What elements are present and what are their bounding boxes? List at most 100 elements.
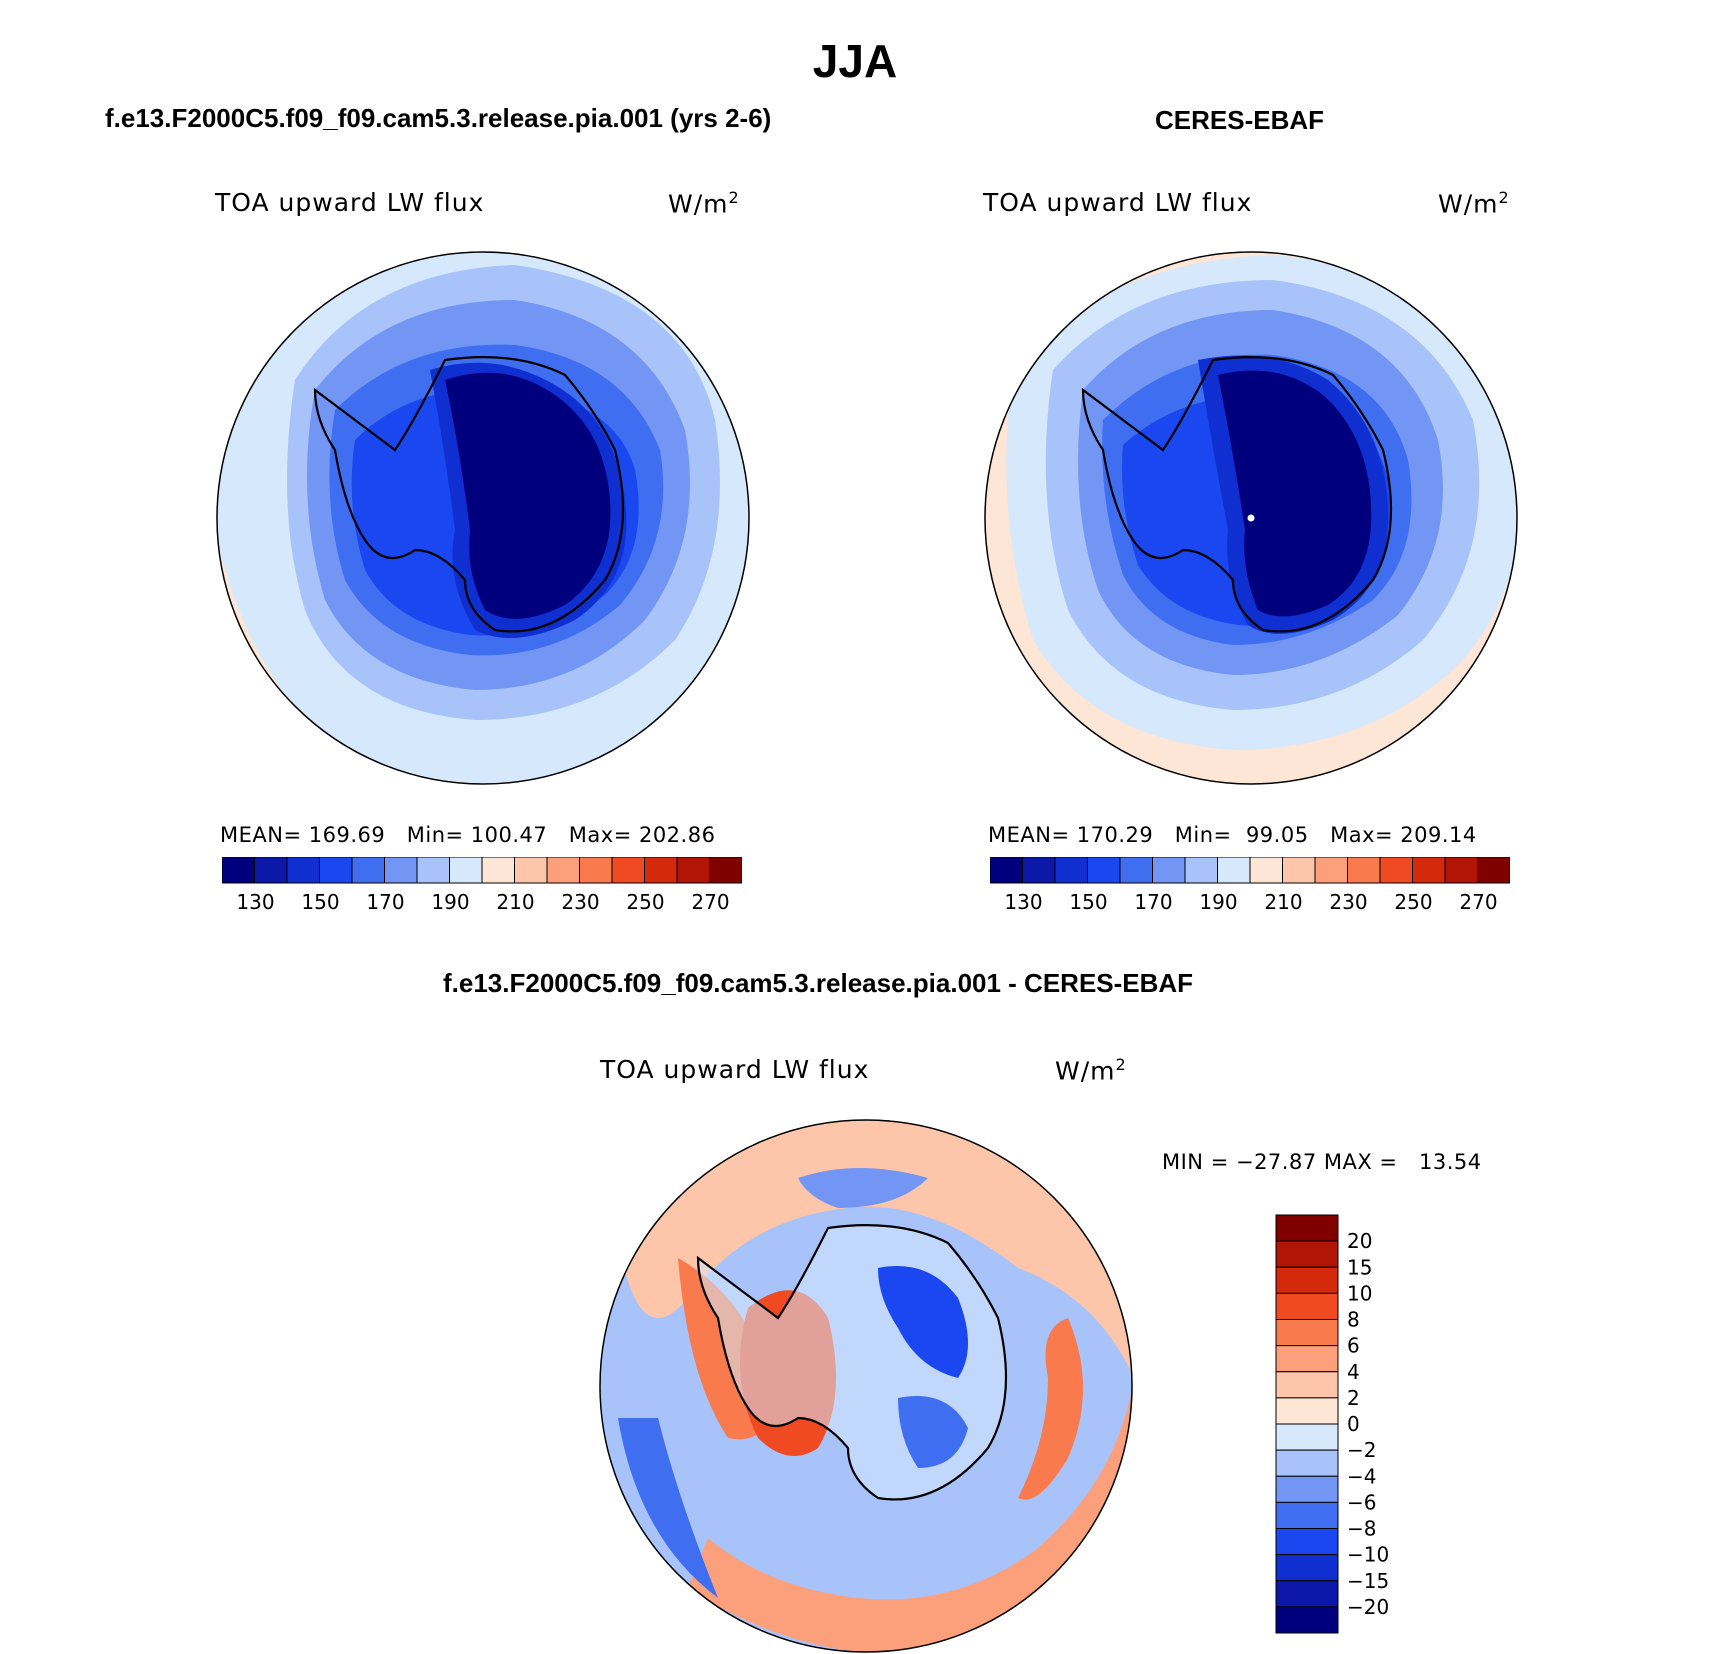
colorbar-swatch: [1275, 1580, 1339, 1608]
colorbar-tick-label: 230: [1329, 890, 1367, 914]
colorbar-swatch: [1275, 1266, 1339, 1294]
antarctica-coastline: [313, 356, 625, 633]
colorbar-swatch: [1184, 857, 1218, 884]
colorbar-swatch: [319, 857, 353, 884]
colorbar-swatch: [1275, 1345, 1339, 1373]
colorbar-swatch: [481, 857, 515, 884]
colorbar-swatch: [1379, 857, 1413, 884]
colorbar-tick-label: 190: [431, 890, 469, 914]
panel-diff-units: W/m2: [1055, 1055, 1127, 1085]
colorbar-tick-label: 150: [301, 890, 339, 914]
colorbar-swatch: [1275, 1292, 1339, 1320]
positive-patch-east: [1018, 1318, 1083, 1500]
colorbar-tick-label: 190: [1199, 890, 1237, 914]
panel-obs-polar-map: [984, 251, 1518, 785]
colorbar-swatch: [1275, 1475, 1339, 1503]
colorbar-tick-label: 270: [1459, 890, 1497, 914]
colorbar-swatch: [1412, 857, 1446, 884]
colorbar-swatch: [254, 857, 288, 884]
units-text: W/m: [668, 189, 729, 219]
colorbar-swatch: [1054, 857, 1088, 884]
colorbar-tick-label: 0: [1347, 1412, 1360, 1436]
colorbar-tick-label: 170: [1134, 890, 1172, 914]
antarctica-coastline: [1081, 356, 1393, 633]
panel-obs-colorbar: 130 150 170 190 210 230 250 270: [990, 857, 1510, 914]
panel-diff-case-title: f.e13.F2000C5.f09_f09.cam5.3.release.pia…: [443, 968, 1194, 998]
colorbar-swatch: [579, 857, 613, 884]
colorbar-swatch: [1275, 1554, 1339, 1582]
colorbar-swatch: [1275, 1397, 1339, 1425]
colorbar-tick-label: 210: [1264, 890, 1302, 914]
panel-model-stats: MEAN= 169.69 Min= 100.47 Max= 202.86: [220, 823, 716, 847]
colorbar-tick-label: −6: [1347, 1490, 1376, 1514]
colorbar-tick-label: −8: [1347, 1517, 1376, 1541]
colorbar-swatch: [1275, 1606, 1339, 1634]
colorbar-swatch: [1249, 857, 1283, 884]
colorbar-swatch: [709, 857, 742, 884]
plateau-core: [445, 372, 611, 619]
negative-patch-4: [798, 1168, 928, 1208]
colorbar-swatch: [384, 857, 418, 884]
positive-ring-north: [618, 1120, 1132, 1378]
colorbar-swatch: [222, 857, 255, 884]
colorbar-swatch: [1275, 1214, 1339, 1242]
panel-model-variable-label: TOA upward LW flux: [215, 188, 485, 217]
colorbar-tick-label: −20: [1347, 1595, 1389, 1619]
negative-patch-2: [898, 1396, 968, 1468]
colorbar-tick-label: 130: [236, 890, 274, 914]
colorbar-tick-label: 4: [1347, 1360, 1360, 1384]
negative-patch-1: [878, 1266, 968, 1378]
colorbar-tick-label: 8: [1347, 1308, 1360, 1332]
colorbar-swatch: [514, 857, 548, 884]
figure-title: JJA: [812, 35, 898, 87]
panel-model-units: W/m2: [668, 188, 740, 218]
units-exponent: 2: [728, 188, 740, 207]
colorbar-swatch: [416, 857, 450, 884]
colorbar-swatch: [1275, 1240, 1339, 1268]
colorbar-tick-label: 230: [561, 890, 599, 914]
colorbar-tick-label: 10: [1347, 1281, 1372, 1305]
colorbar-swatch: [1347, 857, 1381, 884]
map-boundary: [216, 251, 750, 785]
colorbar-tick-label: 250: [1394, 890, 1432, 914]
colorbar-tick-label: 15: [1347, 1255, 1372, 1279]
colorbar-tick-label: −15: [1347, 1569, 1389, 1593]
colorbar-tick-label: 20: [1347, 1229, 1372, 1253]
colorbar-tick-label: 270: [691, 890, 729, 914]
panel-obs-variable-label: TOA upward LW flux: [983, 188, 1253, 217]
map-boundary: [984, 251, 1518, 785]
colorbar-swatch: [1444, 857, 1478, 884]
colorbar-swatch: [546, 857, 580, 884]
colorbar-swatch: [1217, 857, 1251, 884]
colorbar-swatch: [1022, 857, 1056, 884]
colorbar-tick-label: 250: [626, 890, 664, 914]
colorbar-tick-label: −2: [1347, 1438, 1376, 1462]
colorbar-swatch: [1314, 857, 1348, 884]
colorbar-tick-label: 210: [496, 890, 534, 914]
colorbar-swatch: [1275, 1501, 1339, 1529]
panel-obs-stats: MEAN= 170.29 Min= 99.05 Max= 209.14: [988, 823, 1477, 847]
colorbar-swatch: [611, 857, 645, 884]
panel-diff-polar-map: [599, 1119, 1133, 1653]
panel-diff-variable-label: TOA upward LW flux: [600, 1055, 870, 1084]
colorbar-swatch: [1087, 857, 1121, 884]
antarctica-coastline: [696, 1224, 1008, 1501]
colorbar-swatch: [1275, 1423, 1339, 1451]
colorbar-swatch: [1119, 857, 1153, 884]
colorbar-swatch: [676, 857, 710, 884]
colorbar-swatch: [449, 857, 483, 884]
colorbar-swatch: [644, 857, 678, 884]
colorbar-swatch: [1152, 857, 1186, 884]
units-text: W/m: [1438, 189, 1499, 219]
colorbar-swatch: [286, 857, 320, 884]
positive-ring-south: [688, 1378, 1132, 1652]
colorbar-swatch: [1275, 1319, 1339, 1347]
colorbar-tick-label: 6: [1347, 1334, 1360, 1358]
colorbar-tick-label: 170: [366, 890, 404, 914]
colorbar-swatch: [1275, 1371, 1339, 1399]
units-exponent: 2: [1115, 1055, 1127, 1074]
panel-obs-units: W/m2: [1438, 188, 1510, 218]
colorbar-swatch: [1275, 1528, 1339, 1556]
units-exponent: 2: [1498, 188, 1510, 207]
colorbar-tick-label: −10: [1347, 1543, 1389, 1567]
